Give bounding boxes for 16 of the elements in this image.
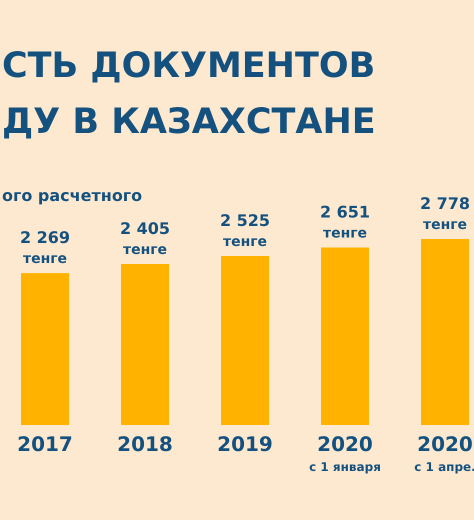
x-tick-label: 2020 с 1 января xyxy=(309,432,381,474)
bar xyxy=(421,239,469,425)
x-tick-label: 2019 xyxy=(217,432,273,456)
x-tick-label: 2018 xyxy=(117,432,173,456)
bar xyxy=(121,264,169,425)
chart-title: СТЬ ДОКУМЕНТОВ ДУ В КАЗАХСТАНЕ xyxy=(2,45,376,144)
bar xyxy=(221,256,269,425)
data-label: 2 651 тенге xyxy=(320,202,370,242)
data-label: 2 778 тенге xyxy=(420,194,470,233)
data-label: 2 525 тенге xyxy=(220,210,270,250)
bar xyxy=(21,273,69,425)
data-label: 2 269 тенге xyxy=(20,228,70,268)
chart-subtitle: ого расчетного xyxy=(2,186,142,205)
x-tick-label: 2017 xyxy=(17,432,73,456)
bar xyxy=(321,248,369,425)
data-label: 2 405 тенге xyxy=(120,218,170,258)
